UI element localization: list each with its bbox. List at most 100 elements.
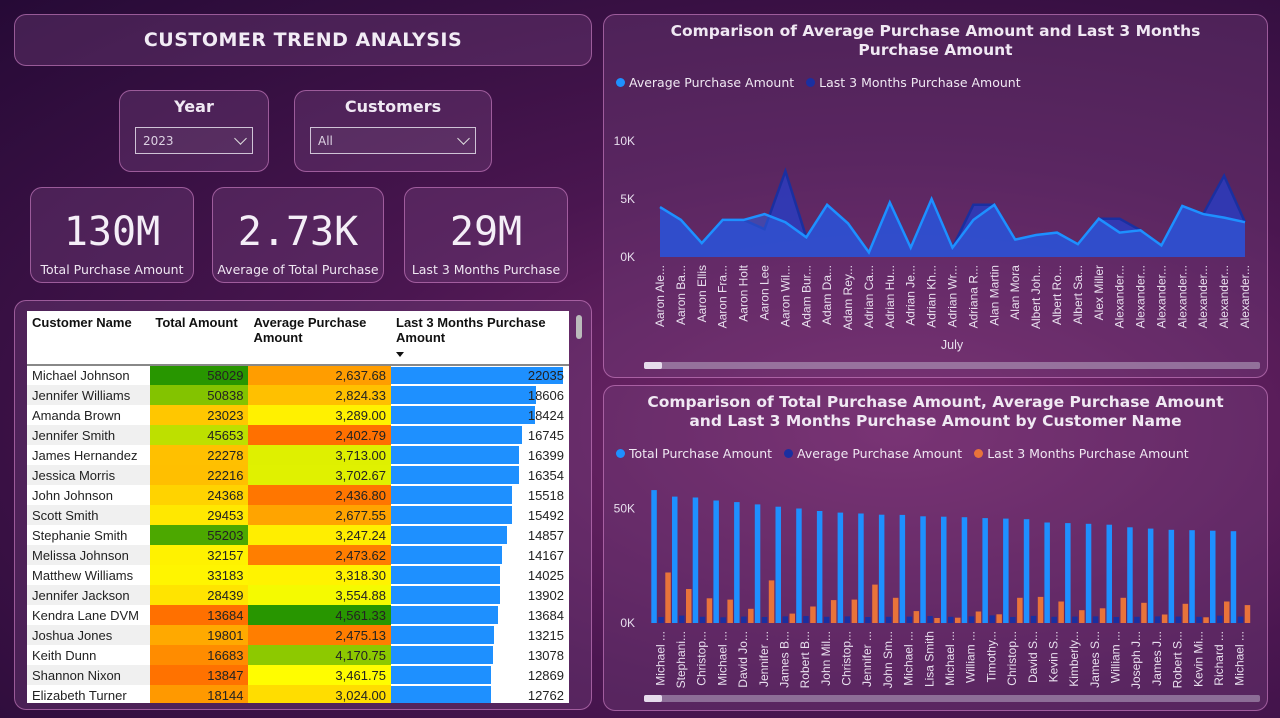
bar	[1023, 519, 1030, 623]
cell-average-purchase: 2,475.13	[248, 625, 392, 645]
y-tick-label: 0K	[620, 616, 635, 630]
cell-customer-name: Amanda Brown	[32, 407, 121, 423]
table-row[interactable]: Jennifer Williams 50838 2,824.33 18606	[27, 385, 569, 405]
table-body: Michael Johnson 58029 2,637.68 22035 Jennife…	[27, 365, 569, 703]
table-row[interactable]: Jessica Morris 22216 3,702.67 16354	[27, 465, 569, 485]
legend-item[interactable]: Last 3 Months Purchase Amount	[974, 446, 1189, 461]
table-row[interactable]: Keith Dunn 16683 4,170.75 13078	[27, 645, 569, 665]
bar	[885, 616, 892, 623]
x-tick-label: Albert Ro...	[1050, 265, 1064, 325]
bar	[734, 502, 740, 623]
bar	[872, 584, 878, 623]
legend-label: Average Purchase Amount	[797, 446, 963, 461]
bar	[1161, 614, 1168, 623]
bar	[754, 504, 761, 623]
bar	[823, 616, 830, 623]
cell-last-3-months-value: 16745	[527, 427, 564, 443]
data-bar	[391, 526, 507, 544]
cell-last-3-months: 15492	[391, 505, 569, 525]
bar	[692, 497, 699, 623]
data-bar	[391, 686, 491, 703]
cell-total-amount: 45653	[150, 425, 249, 445]
table-row[interactable]: Joshua Jones 19801 2,475.13 13215	[27, 625, 569, 645]
table-row[interactable]: Matthew Williams 33183 3,318.30 14025	[27, 565, 569, 585]
bar	[892, 597, 899, 623]
table-row[interactable]: Stephanie Smith 55203 3,247.24 14857	[27, 525, 569, 545]
cell-average-purchase: 2,402.79	[248, 425, 392, 445]
legend-item[interactable]: Total Purchase Amount	[616, 446, 772, 461]
table-row[interactable]: Jennifer Jackson 28439 3,554.88 13902	[27, 585, 569, 605]
data-bar	[391, 666, 492, 684]
table-scrollbar[interactable]	[576, 315, 582, 339]
x-tick-label: Robert S...	[1171, 631, 1185, 688]
table-row[interactable]: Shannon Nixon 13847 3,461.75 12869	[27, 665, 569, 685]
bar	[1099, 608, 1106, 623]
x-tick-label: James B...	[777, 631, 791, 688]
table-row[interactable]: Elizabeth Turner 18144 3,024.00 12762	[27, 685, 569, 703]
cell-last-3-months-value: 13684	[527, 607, 564, 623]
bar	[782, 616, 788, 623]
cell-customer-name: Melissa Johnson	[27, 545, 151, 565]
data-bar	[391, 606, 498, 624]
cell-last-3-months-value: 14857	[527, 527, 564, 543]
series-line	[659, 195, 1246, 255]
cell-last-3-months-value: 16399	[527, 447, 564, 463]
kpi-label: Average of Total Purchase	[217, 262, 379, 277]
legend-item[interactable]: Average Purchase Amount	[616, 75, 794, 90]
cell-total-amount: 33183	[150, 565, 249, 585]
x-tick-label: Alexander...	[1154, 265, 1168, 328]
table-row[interactable]: Kendra Lane DVM 13684 4,561.33 13684	[27, 605, 569, 625]
table-header-row: Customer Name Total Amount Average Purch…	[27, 311, 569, 366]
cell-total-amount: 22278	[150, 445, 249, 465]
cell-customer-name: James Hernandez	[32, 447, 138, 463]
bar	[803, 616, 809, 623]
column-header-last-3-months[interactable]: Last 3 Months Purchase Amount	[391, 311, 569, 366]
year-dropdown[interactable]: 2023	[135, 127, 253, 154]
table-row[interactable]: Michael Johnson 58029 2,637.68 22035	[27, 365, 569, 385]
customer-table-scroll-area[interactable]: Customer Name Total Amount Average Purch…	[27, 311, 569, 703]
bar	[1079, 610, 1085, 623]
data-bar	[391, 406, 535, 424]
column-header-total-amount[interactable]: Total Amount	[150, 311, 249, 366]
legend-item[interactable]: Average Purchase Amount	[784, 446, 962, 461]
bar	[1141, 602, 1147, 623]
table-row[interactable]: Melissa Johnson 32157 2,473.62 14167	[27, 545, 569, 565]
bar	[899, 514, 906, 623]
customers-dropdown[interactable]: All	[310, 127, 476, 154]
cell-customer-name: Kendra Lane DVM	[32, 607, 139, 623]
customers-slicer: Customers All	[294, 90, 492, 172]
table-row[interactable]: Amanda Brown 23023 3,289.00 18424	[27, 405, 569, 425]
column-header-customer-name[interactable]: Customer Name	[27, 311, 151, 366]
x-tick-label: John Sm...	[881, 631, 895, 688]
table-row[interactable]: James Hernandez 22278 3,713.00 16399	[27, 445, 569, 465]
x-axis-title: July	[941, 338, 964, 352]
cell-last-3-months: 13902	[391, 585, 569, 605]
cell-total-amount: 22216	[150, 465, 249, 485]
legend-item[interactable]: Last 3 Months Purchase Amount	[806, 75, 1021, 90]
cell-average-purchase: 3,247.24	[248, 525, 392, 545]
x-tick-label: Aaron Fra...	[716, 265, 730, 328]
bar	[844, 616, 851, 623]
table-row[interactable]: Scott Smith 29453 2,677.55 15492	[27, 505, 569, 525]
x-tick-label: Albert Joh...	[1029, 265, 1043, 329]
bar	[1134, 616, 1140, 623]
cell-last-3-months: 14025	[391, 565, 569, 585]
bar	[1168, 529, 1175, 623]
legend-label: Last 3 Months Purchase Amount	[819, 75, 1021, 90]
y-tick-label: 10K	[614, 134, 635, 148]
kpi-card-last-3-months: 29M Last 3 Months Purchase	[404, 187, 568, 283]
column-header-average-purchase[interactable]: Average Purchase Amount	[248, 311, 392, 366]
table-row[interactable]: John Johnson 24368 2,436.80 15518	[27, 485, 569, 505]
legend-dot	[974, 449, 984, 458]
table-row[interactable]: Jennifer Smith 45653 2,402.79 16745	[27, 425, 569, 445]
cell-last-3-months: 16399	[391, 445, 569, 465]
cell-last-3-months: 12762	[391, 685, 569, 703]
year-slicer: Year 2023	[119, 90, 269, 172]
legend-label: Total Purchase Amount	[629, 446, 773, 461]
cell-average-purchase: 2,824.33	[248, 385, 392, 405]
cell-average-purchase: 4,561.33	[248, 605, 392, 625]
x-tick-label: Richard ...	[1212, 631, 1226, 686]
bar	[816, 511, 823, 623]
data-bar	[391, 486, 513, 504]
cell-last-3-months-value: 18606	[527, 387, 564, 403]
